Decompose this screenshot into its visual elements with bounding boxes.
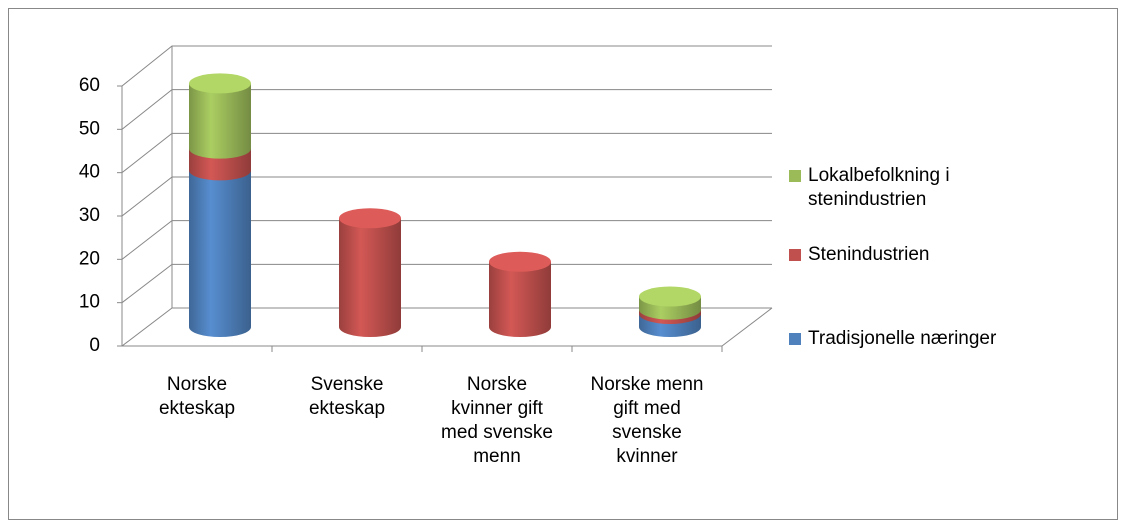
y-tick-label: 40 [79,162,100,183]
grid-line [121,263,772,304]
cylinder-segment [189,73,251,159]
y-tick-label: 10 [79,292,100,313]
grid-line [121,220,772,260]
cylinder-segment [489,251,551,337]
legend-label: Lokalbefolkning i stenindustrien [808,165,950,210]
legend-label: Tradisjonelle næringer [808,328,997,349]
y-tick-label: 30 [79,205,100,226]
legend-swatch [789,249,801,261]
grid-line [121,307,772,347]
x-tick-label: Norske ekteskap [158,374,236,419]
legend-swatch [789,333,801,345]
cylinder-segment [639,286,701,320]
y-tick-label: 20 [79,248,100,269]
grid-line [121,45,772,87]
cylinder-segment [339,208,401,337]
grid-line [121,132,772,174]
cylinder-segment [189,170,251,337]
y-tick-label: 0 [89,335,100,356]
y-tick-label: 50 [79,118,100,139]
floor-right-edge [721,307,773,347]
x-tick-label: Norske menn gift med svenske kvinner [590,374,704,467]
grid-line [121,176,772,217]
x-tick-label: Svenske ekteskap [308,374,386,419]
legend-swatch [789,170,801,182]
legend-label: Stenindustrien [808,244,930,265]
grid-line [121,89,772,130]
x-tick-label: Norske kvinner gift med svenske menn [441,374,553,467]
y-tick-label: 60 [79,75,100,96]
